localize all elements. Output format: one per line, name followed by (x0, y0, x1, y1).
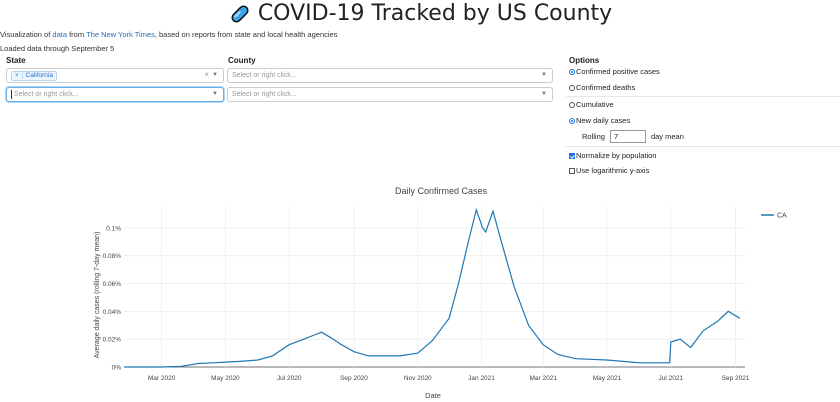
clear-icon[interactable]: × (204, 70, 209, 79)
chart-grid (124, 207, 745, 368)
divider (566, 96, 840, 97)
y-axis-ticks: 0% 0.02% 0.04% 0.06% 0.08% 0.1% (103, 225, 122, 371)
nyt-link[interactable]: The New York Times (86, 30, 155, 39)
rolling-row: Rolling 7 day mean (582, 130, 684, 143)
radio-icon[interactable] (569, 84, 575, 91)
option-confirmed-deaths[interactable]: Confirmed deaths (569, 83, 635, 92)
county-select-2[interactable]: Select or right click... ▼ (227, 87, 553, 102)
x-tick-label: May 2020 (211, 375, 240, 382)
x-axis-label: Date (425, 391, 441, 400)
option-cumulative[interactable]: Cumulative (569, 100, 614, 109)
daily-cases-chart[interactable]: Daily Confirmed Cases 0%0.02%0.04%0.06%0… (0, 182, 840, 402)
county-label: County (228, 56, 256, 65)
chevron-down-icon[interactable]: ▼ (541, 91, 547, 97)
chevron-down-icon[interactable]: ▼ (541, 72, 547, 78)
x-tick-label: Jul 2020 (277, 375, 302, 382)
state-tag[interactable]: × California (11, 70, 57, 81)
options-label: Options (569, 56, 600, 65)
capsule-icon (231, 4, 249, 23)
x-tick-label: Mar 2021 (529, 375, 557, 382)
remove-tag-icon[interactable]: × (12, 72, 23, 79)
radio-icon[interactable] (569, 101, 575, 108)
y-tick-label: 0.1% (106, 225, 121, 232)
y-tick-label: 0.08% (103, 253, 122, 260)
x-tick-label: Jan 2021 (468, 375, 495, 382)
page-header: COVID-19 Tracked by US County (0, 1, 840, 26)
x-tick-label: Sep 2021 (722, 375, 750, 382)
chart-title: Daily Confirmed Cases (395, 186, 488, 196)
x-axis-ticks: Mar 2020 May 2020 Jul 2020 Sep 2020 Nov 2020… (148, 375, 750, 382)
page-subtitle: Visualization of data from The New York … (0, 30, 338, 39)
chevron-down-icon[interactable]: ▼ (212, 72, 218, 78)
rolling-input[interactable]: 7 (609, 130, 646, 143)
option-log-axis[interactable]: Use logarithmic y-axis (569, 166, 649, 175)
series-line-ca[interactable] (124, 207, 741, 368)
checkbox-icon[interactable] (569, 167, 575, 174)
x-tick-label: May 2021 (593, 375, 622, 382)
county-select-1[interactable]: Select or right click... ▼ (227, 68, 553, 83)
y-axis-label: Average daily cases (rolling 7-day mean) (94, 232, 101, 359)
state-select-2[interactable]: Select or right click... ▼ (6, 87, 224, 102)
page-title: COVID-19 Tracked by US County (257, 1, 613, 26)
option-confirmed-cases[interactable]: Confirmed positive cases (569, 67, 660, 76)
radio-selected-icon[interactable] (569, 68, 575, 75)
divider (566, 146, 840, 147)
x-tick-label: Jul 2021 (658, 375, 683, 382)
text-cursor (11, 90, 12, 99)
state-label: State (6, 56, 26, 65)
option-normalize[interactable]: Normalize by population (569, 151, 656, 160)
radio-selected-icon[interactable] (569, 117, 575, 124)
x-tick-label: Nov 2020 (404, 375, 432, 382)
legend-label-ca: CA (777, 213, 787, 220)
y-tick-label: 0% (112, 365, 122, 372)
y-tick-label: 0.04% (103, 309, 122, 316)
chart-legend[interactable]: CA (761, 213, 787, 220)
option-new-daily[interactable]: New daily cases (569, 116, 630, 125)
x-tick-label: Mar 2020 (148, 375, 176, 382)
y-tick-label: 0.06% (103, 281, 122, 288)
state-select-1[interactable]: × California × ▼ (6, 68, 224, 83)
data-link[interactable]: data (52, 30, 68, 39)
x-tick-label: Sep 2020 (340, 375, 368, 382)
checkbox-checked-icon[interactable] (569, 152, 575, 159)
y-tick-label: 0.02% (103, 337, 122, 344)
chevron-down-icon[interactable]: ▼ (212, 91, 218, 97)
loaded-status: Loaded data through September 5 (0, 44, 115, 53)
